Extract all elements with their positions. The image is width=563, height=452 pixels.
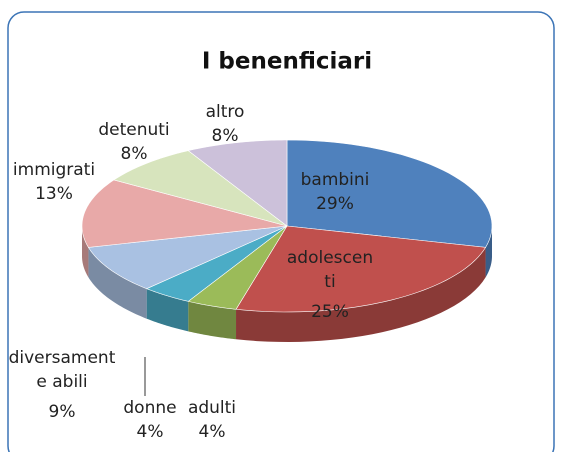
category-label: adulti — [187, 398, 237, 418]
slice — [286, 139, 493, 248]
category-label: altro — [205, 102, 245, 122]
category-label: donne — [123, 398, 177, 418]
slice-label: bambini 29% — [280, 168, 390, 216]
slice-side — [82, 226, 89, 278]
value-label: 29% — [316, 194, 354, 214]
slice-label: altro 8% — [195, 100, 255, 148]
slice-side — [236, 247, 486, 342]
category-label: detenuti — [98, 120, 170, 140]
value-label: 4% — [198, 422, 226, 442]
slice-side — [88, 247, 147, 319]
value-label: 9% — [48, 402, 76, 422]
category-label: adolescenti — [286, 248, 374, 292]
slice-label: adulti 4% — [182, 396, 242, 444]
slice — [187, 139, 288, 227]
chart-title: I benenficiari — [202, 49, 372, 75]
slice — [81, 179, 288, 248]
category-label: bambini — [300, 170, 370, 190]
slice-side — [485, 226, 492, 278]
slice-label: adolescenti 25% — [284, 246, 376, 324]
value-label: 4% — [136, 422, 164, 442]
slice — [113, 150, 288, 227]
value-label: 25% — [311, 302, 349, 322]
slice-label: immigrati 13% — [0, 158, 109, 206]
frame — [7, 11, 555, 452]
value-label: 13% — [35, 184, 73, 204]
value-label: 8% — [211, 126, 239, 146]
category-label: immigrati — [12, 160, 96, 180]
slice-label: diversamente abili 9% — [8, 346, 116, 424]
slice — [87, 225, 288, 290]
slice-side — [188, 301, 237, 340]
slice — [145, 225, 288, 302]
slice-label: donne 4% — [115, 396, 185, 444]
slice-side — [146, 288, 189, 332]
slice-label: detenuti 8% — [89, 118, 179, 166]
category-label: diversamente abili — [8, 348, 116, 392]
slice — [187, 225, 288, 310]
value-label: 8% — [120, 144, 148, 164]
slice — [235, 225, 487, 313]
